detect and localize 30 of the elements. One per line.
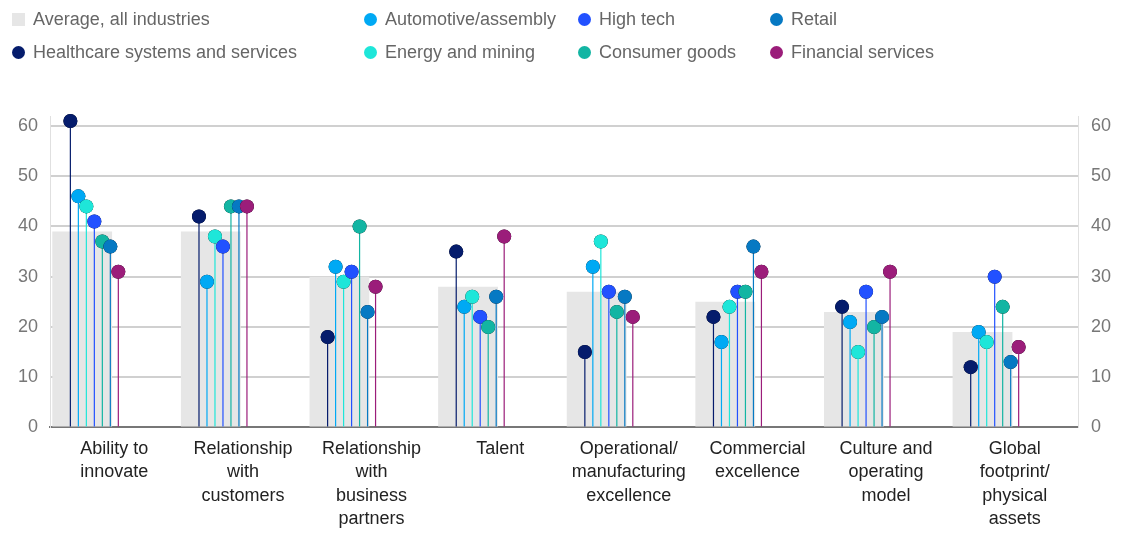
legend-label: Consumer goods	[599, 42, 737, 63]
x-tick-label: Global footprint/ physical assets	[979, 438, 1050, 529]
y-tick-label: 40	[17, 215, 39, 236]
x-tick-label: Talent	[476, 438, 525, 459]
y2-tick-label: 20	[1090, 315, 1112, 336]
y2-tick-label: 30	[1090, 265, 1112, 286]
y2-tick-label: 0	[1090, 416, 1101, 437]
x-tick-label: Relationship with business partners	[322, 438, 422, 529]
y-tick-label: 10	[17, 366, 39, 387]
legend-label: Financial services	[791, 42, 935, 63]
y-tick-label: 0	[28, 416, 39, 437]
legend-label: Average, all industries	[33, 9, 210, 30]
y-tick-label: 30	[17, 265, 39, 286]
legend-label: Automotive/assembly	[385, 9, 557, 30]
legend-label: Healthcare systems and services	[33, 42, 298, 63]
y-tick-label: 50	[17, 165, 39, 186]
x-tick-label: Ability to innovate	[80, 438, 149, 482]
x-tick-label: Operational/ manufacturing excellence	[571, 438, 686, 505]
y2-tick-label: 50	[1090, 165, 1112, 186]
legend-label: Retail	[791, 9, 838, 30]
legend-label: Energy and mining	[385, 42, 536, 63]
x-tick-label: Relationship with customers	[193, 438, 293, 505]
y2-tick-label: 60	[1090, 115, 1112, 136]
y-tick-label: 20	[17, 315, 39, 336]
y-tick-label: 60	[17, 115, 39, 136]
x-tick-label: Culture and operating model	[839, 438, 933, 505]
y2-tick-label: 10	[1090, 366, 1112, 387]
x-tick-label: Commercial excellence	[709, 438, 806, 482]
legend-label: High tech	[599, 9, 676, 30]
y2-tick-label: 40	[1090, 215, 1112, 236]
